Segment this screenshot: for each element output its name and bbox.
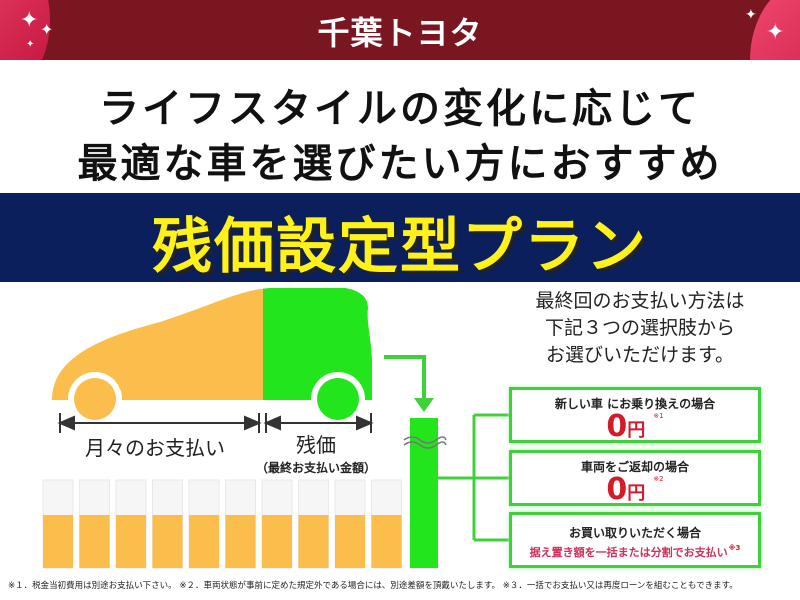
arrow-head-icon: [414, 398, 434, 412]
option-detail: 据え置き額を一括または分割でお支払い: [529, 546, 728, 559]
decorative-swoosh: [0, 0, 50, 60]
intro-line2: 下記３つの選択肢から: [544, 317, 735, 339]
option-title: 車両をご返却の場合: [580, 460, 689, 474]
flow-arrow: [384, 355, 426, 402]
rear-wheel: [317, 378, 359, 420]
headline-line2: 最適な車を選びたい方におすすめ: [77, 141, 723, 187]
installment-bar: [43, 515, 73, 568]
footnote-ref: ※2: [653, 475, 664, 483]
sparkle-icon: ✦: [745, 7, 757, 23]
sparkle-icon: ✦: [26, 39, 35, 50]
option-return: 車両をご返却の場合 0円 ※2: [509, 450, 761, 506]
intro-text: 最終回のお支払い方法は 下記３つの選択肢から お選びいただけます。: [495, 288, 785, 369]
headline-line1: ライフスタイルの変化に応じて: [99, 86, 701, 132]
footnotes: ※１．税金当初費用は別途お支払い下さい。 ※２．車両状態が事前に定めた規定外であ…: [8, 581, 738, 591]
intro-line1: 最終回のお支払い方法は: [535, 290, 745, 312]
payment-diagram: 月々のお支払い 残価 （最終お支払い金額）: [42, 288, 510, 569]
sparkle-icon: ✦: [20, 8, 39, 33]
yen-unit: 円: [627, 420, 646, 441]
plan-title: 残価設定型プラン: [152, 212, 648, 282]
break-mark: [403, 441, 447, 449]
dimension-arrows: [57, 413, 374, 433]
installment-bar: [225, 515, 256, 568]
option-title: お買い取りいただく場合: [568, 526, 701, 540]
break-mark: [403, 436, 447, 444]
front-wheel: [74, 378, 116, 420]
installment-bar: [116, 515, 146, 568]
installment-bar: [371, 515, 402, 568]
residual-label: 残価: [296, 433, 336, 457]
installment-bar: [189, 515, 219, 568]
installment-bar: [262, 515, 292, 568]
installment-bar: [152, 515, 183, 568]
option-amount: 0: [606, 409, 628, 444]
footnote-ref: ※3: [728, 544, 741, 552]
option-connectors: [438, 413, 510, 542]
installment-bar: [335, 515, 365, 568]
option-amount: 0: [606, 472, 628, 507]
option-trade-in: 新しい車 にお乗り換えの場合 0円 ※1: [509, 387, 761, 443]
residual-sublabel: （最終お支払い金額）: [256, 460, 376, 475]
brand-banner: ✦ ✦ ✦ ✦ ✦ 千葉トヨタ: [0, 0, 800, 60]
option-buyout: お買い取りいただく場合 据え置き額を一括または分割でお支払い※3: [509, 512, 761, 568]
monthly-bars: [42, 479, 402, 569]
yen-unit: 円: [627, 483, 646, 504]
sparkle-icon: ✦: [766, 20, 785, 45]
installment-bar: [79, 515, 110, 568]
logo: 千葉トヨタ: [317, 14, 483, 52]
installment-bar: [298, 515, 329, 568]
option-title: 新しい車 にお乗り換えの場合: [554, 397, 716, 411]
plan-banner: [0, 193, 800, 282]
monthly-label: 月々のお支払い: [85, 436, 225, 460]
sparkle-icon: ✦: [40, 20, 54, 39]
footnote-ref: ※1: [653, 412, 664, 420]
intro-line3: お選びいただけます。: [545, 344, 735, 366]
residual-bar: [410, 418, 438, 568]
